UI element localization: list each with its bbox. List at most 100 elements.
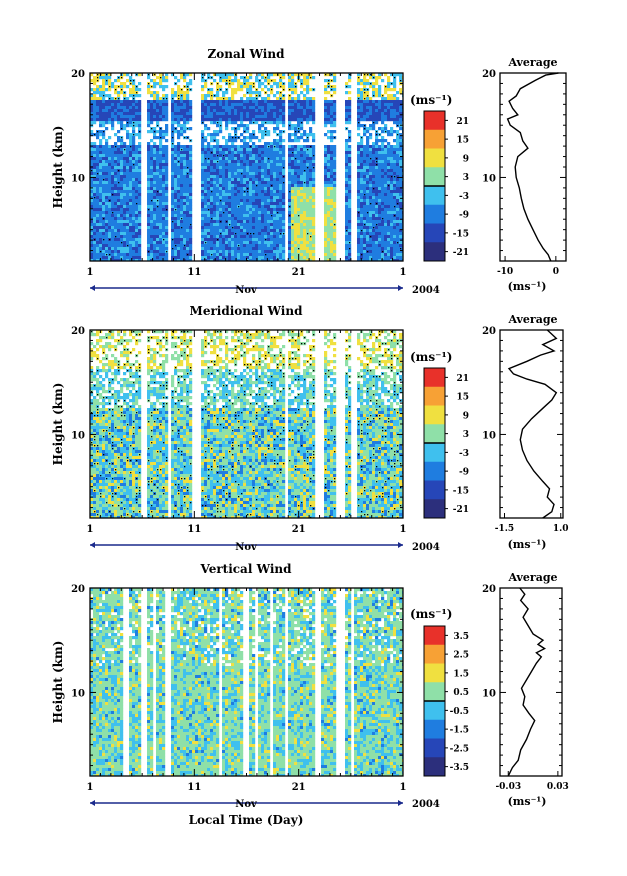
- heatmap-cell: [291, 220, 295, 224]
- heatmap-cell: [249, 190, 253, 194]
- heatmap-cell: [333, 124, 337, 128]
- heatmap-cell: [207, 91, 211, 95]
- heatmap-cell: [276, 160, 280, 164]
- heatmap-cell: [96, 220, 100, 224]
- heatmap-cell: [357, 118, 361, 122]
- heatmap-cell: [123, 178, 127, 182]
- heatmap-cell: [126, 184, 130, 188]
- heatmap-cell: [237, 256, 241, 260]
- heatmap-cell: [312, 202, 316, 206]
- heatmap-cell: [186, 82, 190, 86]
- heatmap-cell: [234, 169, 238, 173]
- heatmap-cell: [90, 253, 94, 257]
- heatmap-cell: [129, 169, 133, 173]
- heatmap-cell: [360, 226, 364, 230]
- heatmap-cell: [102, 109, 106, 113]
- heatmap-cell: [171, 112, 175, 116]
- heatmap-cell: [348, 259, 352, 261]
- heatmap-cell: [117, 232, 121, 236]
- heatmap-cell: [201, 259, 205, 261]
- heatmap-cell: [267, 247, 271, 251]
- heatmap-cell: [216, 223, 220, 227]
- heatmap-cell: [153, 184, 157, 188]
- heatmap-cell: [153, 235, 157, 239]
- heatmap-cell: [312, 244, 316, 248]
- heatmap-cell: [216, 169, 220, 173]
- heatmap-cell: [273, 79, 277, 83]
- contour-dot: [157, 200, 159, 202]
- heatmap-cell: [303, 154, 307, 158]
- heatmap-cell: [150, 247, 154, 251]
- heatmap-cell: [249, 88, 253, 92]
- heatmap-cell: [120, 253, 124, 257]
- heatmap-cell: [135, 223, 139, 227]
- heatmap-cell: [297, 166, 301, 170]
- heatmap-cell: [129, 253, 133, 257]
- heatmap-cell: [255, 196, 259, 200]
- heatmap-cell: [213, 232, 217, 236]
- heatmap-cell: [201, 187, 205, 191]
- heatmap-cell: [291, 181, 295, 185]
- heatmap-cell: [153, 148, 157, 152]
- heatmap-cell: [183, 208, 187, 212]
- heatmap-cell: [105, 205, 109, 209]
- heatmap-cell: [159, 241, 163, 245]
- heatmap-cell: [174, 193, 178, 197]
- heatmap-cell: [258, 235, 262, 239]
- heatmap-cell: [126, 73, 130, 77]
- heatmap-cell: [297, 100, 301, 104]
- heatmap-cell: [273, 82, 277, 86]
- heatmap-cell: [234, 190, 238, 194]
- heatmap-cell: [327, 214, 331, 218]
- contour-dot: [112, 212, 114, 214]
- contour-dot: [157, 191, 159, 193]
- heatmap-cell: [252, 154, 256, 158]
- heatmap-cell: [333, 130, 337, 134]
- heatmap-cell: [330, 226, 334, 230]
- heatmap-cell: [330, 238, 334, 242]
- heatmap-cell: [213, 121, 217, 125]
- heatmap-cell: [291, 103, 295, 107]
- heatmap-cell: [228, 178, 232, 182]
- heatmap-cell: [375, 148, 379, 152]
- heatmap-cell: [102, 226, 106, 230]
- heatmap-cell: [303, 256, 307, 260]
- heatmap-cell: [231, 139, 235, 143]
- heatmap-cell: [258, 247, 262, 251]
- heatmap-cell: [165, 76, 169, 80]
- heatmap-cell: [150, 112, 154, 116]
- heatmap-cell: [204, 253, 208, 257]
- heatmap-cell: [93, 181, 97, 185]
- heatmap-cell: [279, 226, 283, 230]
- heatmap-cell: [345, 196, 349, 200]
- heatmap-cell: [378, 91, 382, 95]
- heatmap-cell: [261, 196, 265, 200]
- heatmap-cell: [255, 163, 259, 167]
- heatmap-cell: [363, 211, 367, 215]
- heatmap-cell: [282, 226, 286, 230]
- heatmap-cell: [186, 199, 190, 203]
- contour-dot: [190, 89, 192, 91]
- heatmap-cell: [324, 214, 328, 218]
- heatmap-cell: [345, 106, 349, 110]
- heatmap-cell: [177, 232, 181, 236]
- heatmap-cell: [135, 115, 139, 119]
- heatmap-cell: [249, 220, 253, 224]
- heatmap-cell: [159, 154, 163, 158]
- heatmap-cell: [267, 205, 271, 209]
- heatmap-cell: [120, 82, 124, 86]
- heatmap-cell: [201, 145, 205, 149]
- heatmap-cell: [228, 253, 232, 257]
- contour-dot: [373, 227, 375, 229]
- heatmap-cell: [333, 250, 337, 254]
- heatmap-cell: [165, 244, 169, 248]
- heatmap-cell: [210, 163, 214, 167]
- heatmap-cell: [291, 73, 295, 77]
- heatmap-cell: [300, 220, 304, 224]
- heatmap-cell: [117, 106, 121, 110]
- heatmap-cell: [372, 238, 376, 242]
- heatmap-cell: [210, 145, 214, 149]
- heatmap-cell: [264, 115, 268, 119]
- heatmap-cell: [90, 166, 94, 170]
- heatmap-cell: [90, 193, 94, 197]
